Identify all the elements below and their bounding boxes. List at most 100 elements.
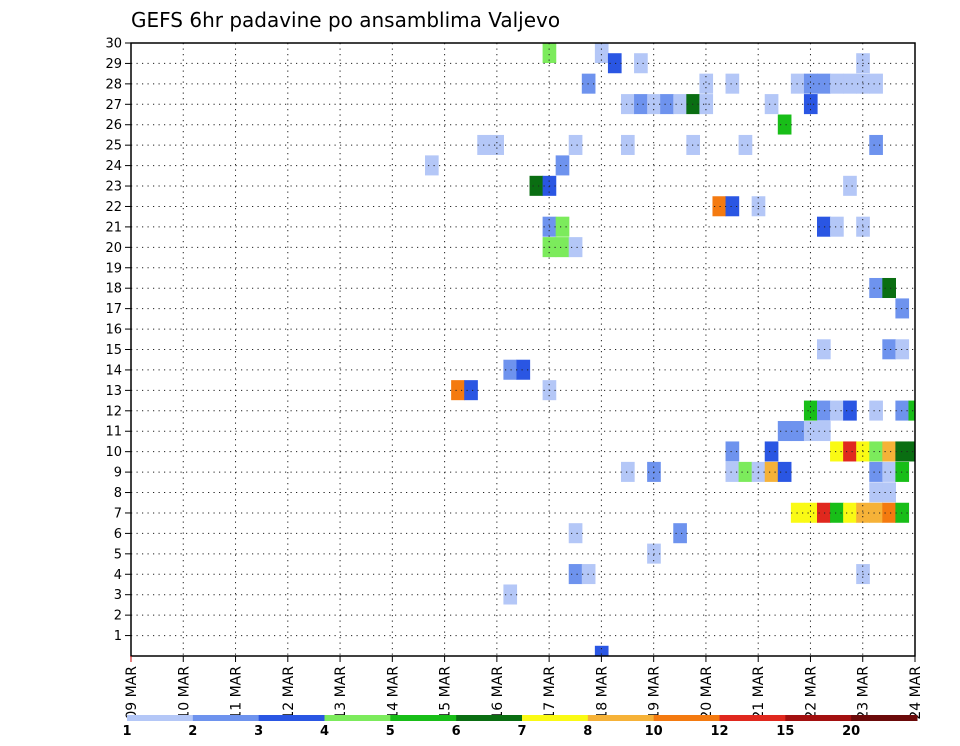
legend-swatch bbox=[456, 715, 523, 721]
heat-cell bbox=[830, 73, 844, 94]
y-tick-label: 2 bbox=[114, 609, 122, 624]
heat-cell bbox=[607, 53, 622, 74]
heat-cell bbox=[464, 380, 478, 401]
legend-label: 6 bbox=[452, 724, 461, 739]
y-tick-label: 15 bbox=[105, 343, 122, 358]
heat-cell bbox=[803, 73, 818, 94]
heat-cell bbox=[869, 73, 883, 94]
heat-cell bbox=[817, 400, 831, 421]
heat-cell bbox=[516, 359, 531, 380]
heat-cell bbox=[764, 94, 779, 115]
heat-cell bbox=[634, 53, 648, 74]
heat-cell bbox=[895, 400, 910, 421]
legend-label: 15 bbox=[776, 724, 794, 739]
heat-cell bbox=[830, 400, 844, 421]
heat-cell bbox=[777, 114, 792, 135]
y-tick-label: 26 bbox=[105, 118, 122, 133]
heat-cell bbox=[555, 155, 570, 176]
legend-label: 2 bbox=[188, 724, 197, 739]
heat-cell bbox=[568, 237, 583, 258]
heat-cell bbox=[555, 237, 570, 258]
heat-cell bbox=[634, 94, 648, 115]
heat-cell bbox=[843, 73, 857, 94]
color-legend: 1 2 3 4 5 6 7 8 10 12 15 20 bbox=[122, 715, 918, 739]
heat-cell bbox=[673, 94, 687, 115]
legend-swatch bbox=[522, 715, 589, 721]
heat-cell bbox=[869, 482, 883, 503]
heat-cell bbox=[908, 441, 915, 462]
heat-cell bbox=[568, 134, 583, 155]
y-tick-label: 24 bbox=[105, 159, 122, 174]
heat-cell bbox=[725, 461, 740, 482]
heat-cell bbox=[621, 94, 635, 115]
heat-cell bbox=[738, 461, 753, 482]
x-tick-label: 13 MAR bbox=[333, 666, 349, 720]
y-tick-label: 7 bbox=[114, 506, 122, 521]
heat-cell bbox=[568, 564, 583, 585]
y-tick-label: 6 bbox=[114, 527, 122, 542]
x-tick-label: 24 MAR bbox=[908, 666, 924, 720]
y-tick-label: 18 bbox=[105, 282, 122, 297]
heat-cell bbox=[882, 482, 896, 503]
x-tick-label: 12 MAR bbox=[281, 666, 297, 720]
heat-cell bbox=[725, 441, 740, 462]
legend-swatch bbox=[785, 715, 852, 721]
heat-cell bbox=[503, 584, 518, 605]
x-axis: 09 MAR 10 MAR 11 MAR 12 MAR 13 MAR 14 MAR 15 M… bbox=[124, 656, 924, 720]
heat-cell bbox=[594, 43, 609, 64]
legend-swatch bbox=[192, 715, 260, 721]
legend-swatch bbox=[719, 715, 786, 721]
legend-swatch bbox=[390, 715, 457, 721]
y-tick-label: 9 bbox=[114, 466, 122, 481]
heat-cell bbox=[803, 421, 818, 442]
heat-cell bbox=[869, 502, 883, 523]
heat-cell bbox=[738, 134, 753, 155]
heat-cell bbox=[817, 216, 831, 237]
heat-cell bbox=[594, 645, 609, 656]
x-tick-label: 19 MAR bbox=[647, 666, 663, 720]
y-tick-label: 27 bbox=[105, 98, 122, 113]
heat-cell bbox=[895, 461, 910, 482]
y-tick-label: 5 bbox=[114, 547, 122, 562]
legend-swatch bbox=[127, 715, 194, 721]
heat-cell bbox=[803, 502, 818, 523]
heat-cell bbox=[895, 502, 910, 523]
heat-cell bbox=[882, 461, 896, 482]
heat-cell bbox=[621, 134, 635, 155]
heat-cell bbox=[830, 502, 844, 523]
heat-cell bbox=[882, 441, 896, 462]
heat-cell bbox=[882, 277, 896, 299]
heat-cell bbox=[425, 155, 439, 176]
heat-cell bbox=[660, 94, 674, 115]
y-tick-label: 21 bbox=[105, 220, 122, 235]
legend-label: 5 bbox=[386, 724, 395, 739]
y-tick-label: 10 bbox=[105, 445, 122, 460]
heat-cell bbox=[869, 441, 883, 462]
y-tick-label: 13 bbox=[105, 384, 122, 399]
x-tick-label: 18 MAR bbox=[594, 666, 610, 720]
heat-cell bbox=[830, 216, 844, 237]
heat-cell bbox=[882, 339, 896, 360]
heat-cell bbox=[882, 502, 896, 523]
heat-cell bbox=[843, 175, 857, 196]
heat-cell bbox=[817, 73, 831, 94]
legend-label: 20 bbox=[842, 724, 860, 739]
y-tick-label: 8 bbox=[114, 486, 122, 501]
y-tick-label: 19 bbox=[105, 261, 122, 276]
y-tick-label: 30 bbox=[105, 37, 122, 52]
y-tick-label: 20 bbox=[105, 241, 122, 256]
heat-cell bbox=[895, 298, 910, 319]
heat-cell bbox=[725, 73, 740, 94]
legend-label: 7 bbox=[517, 724, 526, 739]
x-tick-label: 15 MAR bbox=[438, 666, 454, 720]
heat-cell bbox=[777, 461, 792, 482]
legend-label: 3 bbox=[254, 724, 263, 739]
heat-cell bbox=[843, 400, 857, 421]
y-tick-label: 1 bbox=[114, 629, 122, 644]
heat-cell bbox=[895, 339, 910, 360]
heat-cell bbox=[869, 134, 883, 155]
x-tick-label: 23 MAR bbox=[856, 666, 872, 720]
x-tick-label: 17 MAR bbox=[542, 666, 558, 720]
heat-cell bbox=[869, 461, 883, 482]
